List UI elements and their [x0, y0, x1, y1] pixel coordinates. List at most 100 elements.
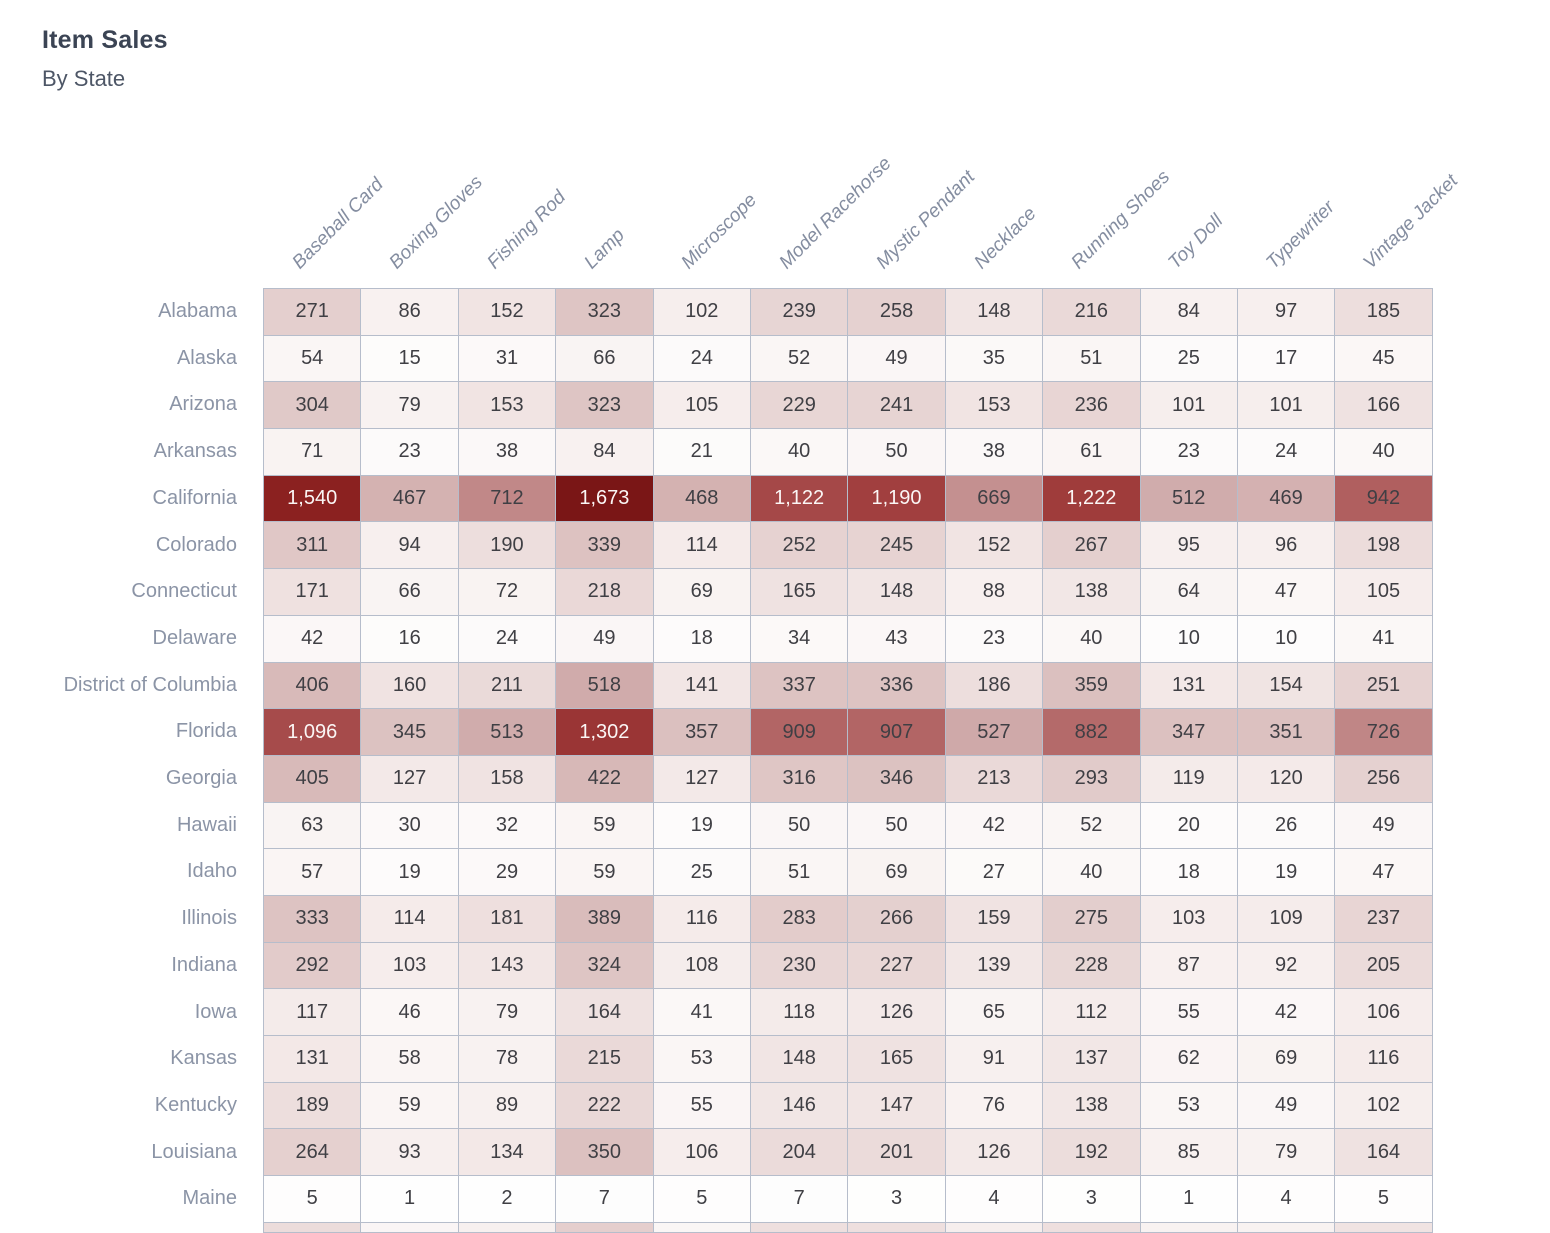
heatmap-cell[interactable]: 23 — [1140, 429, 1237, 475]
heatmap-cell[interactable]: 323 — [556, 382, 653, 429]
heatmap-cell[interactable]: 30 — [361, 802, 458, 849]
row-label-illinois[interactable]: Illinois — [181, 907, 237, 930]
heatmap-cell[interactable]: 10 — [1140, 615, 1237, 662]
row-label-indiana[interactable]: Indiana — [171, 953, 237, 976]
row-label-georgia[interactable]: Georgia — [165, 767, 237, 789]
heatmap-cell[interactable]: 40 — [1043, 615, 1140, 662]
heatmap-cell[interactable]: 89 — [458, 1082, 556, 1129]
heatmap-cell[interactable]: 40 — [1335, 429, 1432, 475]
heatmap-cell[interactable]: 18 — [1140, 849, 1237, 895]
heatmap-cell[interactable]: 102 — [1335, 1082, 1432, 1129]
heatmap-cell[interactable]: 292 — [264, 942, 361, 989]
heatmap-cell[interactable]: 59 — [556, 849, 653, 895]
heatmap-cell[interactable]: 93 — [361, 1129, 458, 1176]
heatmap-cell[interactable]: 159 — [945, 895, 1043, 942]
heatmap-cell[interactable]: 468 — [653, 475, 750, 522]
heatmap-cell[interactable]: 114 — [653, 522, 750, 569]
heatmap-cell[interactable]: 50 — [848, 429, 945, 475]
row-label-connecticut[interactable]: Connecticut — [131, 580, 237, 603]
heatmap-cell[interactable]: 337 — [750, 662, 848, 709]
heatmap-cell[interactable]: 127 — [361, 755, 458, 802]
heatmap-cell[interactable]: 147 — [848, 1082, 945, 1129]
heatmap-cell[interactable]: 1,673 — [556, 475, 653, 522]
heatmap-cell[interactable]: 347 — [1140, 709, 1237, 755]
heatmap-cell[interactable]: 351 — [1237, 709, 1335, 755]
heatmap-cell[interactable]: 3 — [1043, 1176, 1140, 1222]
heatmap-cell[interactable]: 422 — [556, 755, 653, 802]
heatmap-cell[interactable]: 87 — [1140, 942, 1237, 989]
heatmap-cell[interactable]: 49 — [848, 335, 945, 382]
heatmap-cell[interactable]: 5 — [653, 1176, 750, 1222]
heatmap-cell[interactable]: 127 — [653, 755, 750, 802]
heatmap-cell[interactable]: 19 — [361, 849, 458, 895]
column-header-running-shoes[interactable]: Running Shoes — [1067, 166, 1175, 274]
column-header-boxing-gloves[interactable]: Boxing Gloves — [385, 171, 488, 274]
heatmap-cell[interactable]: 59 — [361, 1082, 458, 1129]
heatmap-cell[interactable]: 669 — [945, 475, 1043, 522]
heatmap-cell[interactable]: 311 — [264, 522, 361, 569]
heatmap-cell[interactable]: 53 — [1140, 1082, 1237, 1129]
heatmap-cell[interactable]: 32 — [458, 802, 556, 849]
heatmap-cell[interactable]: 42 — [1237, 989, 1335, 1035]
heatmap-cell[interactable]: 109 — [1237, 895, 1335, 942]
heatmap-cell[interactable]: 4 — [945, 1176, 1043, 1222]
heatmap-cell[interactable]: 336 — [848, 662, 945, 709]
column-header-mystic-pendant[interactable]: Mystic Pendant — [872, 166, 980, 274]
heatmap-cell[interactable]: 165 — [750, 569, 848, 615]
heatmap-cell[interactable]: 1,302 — [556, 709, 653, 755]
heatmap-cell[interactable]: 61 — [1043, 429, 1140, 475]
heatmap-cell[interactable]: 96 — [1237, 522, 1335, 569]
heatmap-cell[interactable]: 38 — [945, 429, 1043, 475]
heatmap-cell[interactable]: 85 — [1140, 1129, 1237, 1176]
column-header-baseball-card[interactable]: Baseball Card — [288, 174, 388, 274]
heatmap-cell-partial[interactable] — [556, 1222, 653, 1232]
heatmap-cell[interactable]: 5 — [1335, 1176, 1432, 1222]
row-label-delaware[interactable]: Delaware — [152, 626, 237, 649]
heatmap-cell[interactable]: 229 — [750, 382, 848, 429]
heatmap-cell[interactable]: 205 — [1335, 942, 1432, 989]
heatmap-cell[interactable]: 189 — [264, 1082, 361, 1129]
column-header-lamp[interactable]: Lamp — [580, 224, 629, 274]
heatmap-cell[interactable]: 185 — [1335, 289, 1432, 335]
heatmap-cell[interactable]: 166 — [1335, 382, 1432, 429]
heatmap-cell[interactable]: 138 — [1043, 569, 1140, 615]
heatmap-cell[interactable]: 71 — [264, 429, 361, 475]
row-label-alabama[interactable]: Alabama — [158, 300, 237, 322]
heatmap-cell[interactable]: 271 — [264, 289, 361, 335]
heatmap-cell[interactable]: 84 — [1140, 289, 1237, 335]
heatmap-cell[interactable]: 26 — [1237, 802, 1335, 849]
heatmap-cell[interactable]: 38 — [458, 429, 556, 475]
heatmap-cell[interactable]: 227 — [848, 942, 945, 989]
heatmap-cell[interactable]: 95 — [1140, 522, 1237, 569]
heatmap-cell[interactable]: 406 — [264, 662, 361, 709]
heatmap-cell[interactable]: 201 — [848, 1129, 945, 1176]
heatmap-cell[interactable]: 283 — [750, 895, 848, 942]
heatmap-cell[interactable]: 218 — [556, 569, 653, 615]
heatmap-cell[interactable]: 467 — [361, 475, 458, 522]
heatmap-cell[interactable]: 72 — [458, 569, 556, 615]
row-label-arizona[interactable]: Arizona — [169, 393, 237, 416]
heatmap-cell[interactable]: 116 — [653, 895, 750, 942]
heatmap-cell[interactable]: 237 — [1335, 895, 1432, 942]
heatmap-cell[interactable]: 101 — [1140, 382, 1237, 429]
heatmap-cell-partial[interactable] — [653, 1222, 750, 1232]
heatmap-cell[interactable]: 79 — [1237, 1129, 1335, 1176]
heatmap-cell[interactable]: 35 — [945, 335, 1043, 382]
heatmap-cell[interactable]: 41 — [653, 989, 750, 1035]
heatmap-cell[interactable]: 4 — [1237, 1176, 1335, 1222]
heatmap-cell[interactable]: 275 — [1043, 895, 1140, 942]
heatmap-cell[interactable]: 126 — [945, 1129, 1043, 1176]
heatmap-cell[interactable]: 333 — [264, 895, 361, 942]
column-header-fishing-rod[interactable]: Fishing Rod — [482, 186, 570, 274]
heatmap-cell[interactable]: 198 — [1335, 522, 1432, 569]
row-label-alaska[interactable]: Alaska — [176, 346, 237, 369]
heatmap-cell[interactable]: 65 — [945, 989, 1043, 1035]
heatmap-cell[interactable]: 148 — [945, 289, 1043, 335]
heatmap-cell[interactable]: 252 — [750, 522, 848, 569]
heatmap-cell[interactable]: 171 — [264, 569, 361, 615]
heatmap-cell[interactable]: 25 — [653, 849, 750, 895]
heatmap-cell[interactable]: 152 — [458, 289, 556, 335]
heatmap-cell[interactable]: 79 — [458, 989, 556, 1035]
heatmap-cell[interactable]: 41 — [1335, 615, 1432, 662]
heatmap-cell[interactable]: 186 — [945, 662, 1043, 709]
